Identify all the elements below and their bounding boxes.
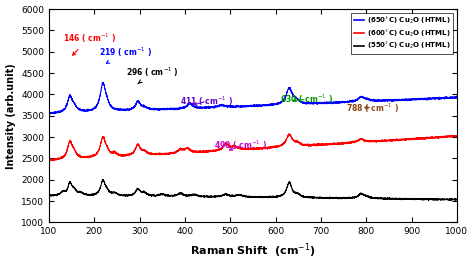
Text: 146 ( cm$^{-1}$ ): 146 ( cm$^{-1}$ ) [63,31,116,55]
Legend: (650$^{\circ}$C) Cu$_{2}$O (HTML), (600$^{\circ}$C) Cu$_{2}$O (HTML), (550$^{\ci: (650$^{\circ}$C) Cu$_{2}$O (HTML), (600$… [351,13,454,54]
Text: 490 ( cm$^{-1}$ ): 490 ( cm$^{-1}$ ) [214,139,267,152]
Text: 788 ( cm$^{-1}$ ): 788 ( cm$^{-1}$ ) [346,101,399,115]
Text: 296 ( cm$^{-1}$ ): 296 ( cm$^{-1}$ ) [126,66,179,84]
Text: 411 ( cm$^{-1}$ ): 411 ( cm$^{-1}$ ) [181,94,233,108]
Text: 219 ( cm$^{-1}$ ): 219 ( cm$^{-1}$ ) [99,45,152,63]
Text: 630 ( cm$^{-1}$ ): 630 ( cm$^{-1}$ ) [280,93,333,106]
Y-axis label: Intensity (arb.unit): Intensity (arb.unit) [6,63,16,169]
X-axis label: Raman Shift  (cm$^{-1}$): Raman Shift (cm$^{-1}$) [190,242,316,260]
